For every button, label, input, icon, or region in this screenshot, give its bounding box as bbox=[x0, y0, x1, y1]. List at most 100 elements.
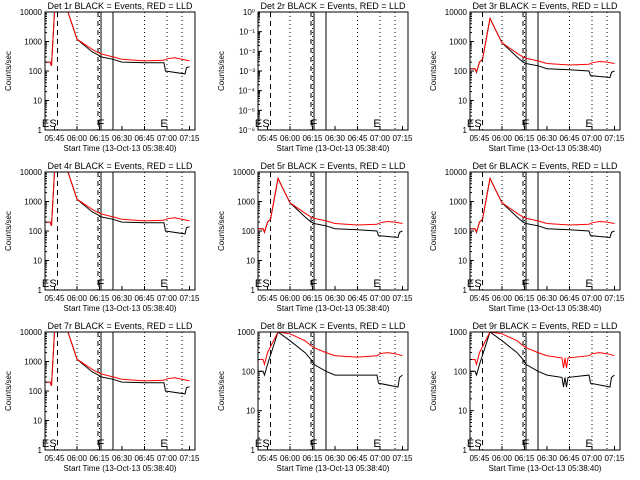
event-marker-s: S bbox=[49, 118, 56, 130]
event-marker-f: F bbox=[523, 118, 530, 130]
x-tick-label: 06:00 bbox=[67, 454, 88, 463]
y-tick-label: 100 bbox=[454, 367, 468, 376]
x-tick-label: 06:00 bbox=[492, 294, 513, 303]
x-tick-label: 06:00 bbox=[280, 134, 301, 143]
x-tick-label: 06:30 bbox=[537, 294, 558, 303]
x-tick-label: 05:45 bbox=[44, 294, 65, 303]
y-tick-label: 100 bbox=[29, 387, 43, 396]
x-tick-label: 06:45 bbox=[134, 134, 155, 143]
event-marker-e: E bbox=[160, 278, 167, 290]
event-marker-f: F bbox=[98, 118, 105, 130]
y-tick-label: 1 bbox=[38, 446, 43, 455]
y-tick-label: 100 bbox=[454, 227, 468, 236]
y-tick-label: 10⁰ bbox=[243, 8, 255, 17]
x-axis-title: Start Time (13-Oct-13 05:38:40) bbox=[64, 144, 177, 153]
y-tick-label: 10 bbox=[33, 417, 42, 426]
panel-title: Det 6r BLACK = Events, RED = LLD bbox=[472, 161, 618, 171]
plot-area bbox=[470, 12, 615, 130]
series-line-lld bbox=[470, 176, 615, 234]
y-tick-label: 1 bbox=[463, 286, 468, 295]
plot-area bbox=[45, 12, 190, 130]
y-axis-title: Counts/sec bbox=[217, 211, 226, 251]
y-tick-label: 10⁻⁵ bbox=[239, 106, 255, 115]
y-tick-label: 10 bbox=[458, 257, 467, 266]
x-tick-label: 06:15 bbox=[514, 454, 535, 463]
y-tick-label: 10000 bbox=[20, 328, 43, 337]
panel-title: Det 4r BLACK = Events, RED = LLD bbox=[47, 161, 193, 171]
y-tick-label: 1000 bbox=[24, 358, 42, 367]
x-tick-label: 07:00 bbox=[370, 134, 391, 143]
event-marker-f: F bbox=[98, 438, 105, 450]
x-axis-title: Start Time (13-Oct-13 05:38:40) bbox=[489, 464, 602, 473]
y-tick-label: 10000 bbox=[233, 168, 256, 177]
axes-frame bbox=[469, 11, 621, 131]
event-marker-s: S bbox=[262, 118, 269, 130]
y-axis-title: Counts/sec bbox=[217, 371, 226, 411]
x-tick-label: 05:45 bbox=[469, 454, 490, 463]
x-tick-label: 05:45 bbox=[257, 454, 278, 463]
x-tick-label: 06:45 bbox=[134, 454, 155, 463]
x-tick-label: 06:45 bbox=[347, 134, 368, 143]
event-marker-f: F bbox=[311, 438, 318, 450]
event-marker-s: S bbox=[262, 438, 269, 450]
y-axis-title: Counts/sec bbox=[429, 51, 438, 91]
event-marker-f: F bbox=[311, 278, 318, 290]
x-tick-label: 06:15 bbox=[302, 454, 323, 463]
event-marker-s: S bbox=[49, 438, 56, 450]
x-tick-label: 07:15 bbox=[392, 454, 413, 463]
y-tick-label: 10 bbox=[246, 407, 255, 416]
x-tick-label: 06:00 bbox=[492, 134, 513, 143]
axes-frame bbox=[469, 331, 621, 451]
x-tick-label: 06:15 bbox=[89, 294, 110, 303]
y-axis-title: Counts/sec bbox=[4, 211, 13, 251]
plot-area bbox=[470, 332, 615, 450]
y-tick-label: 10 bbox=[458, 97, 467, 106]
y-tick-label: 10 bbox=[33, 97, 42, 106]
x-tick-label: 07:15 bbox=[179, 134, 200, 143]
axes-frame bbox=[44, 331, 196, 451]
event-marker-s: S bbox=[49, 278, 56, 290]
x-axis-title: Start Time (13-Oct-13 05:38:40) bbox=[277, 304, 390, 313]
y-tick-label: 1000 bbox=[237, 198, 255, 207]
event-marker-e: E bbox=[160, 118, 167, 130]
x-tick-label: 06:30 bbox=[112, 134, 133, 143]
x-axis-title: Start Time (13-Oct-13 05:38:40) bbox=[64, 464, 177, 473]
series-line-lld bbox=[45, 332, 190, 386]
axes-frame bbox=[257, 11, 409, 131]
x-tick-label: 06:30 bbox=[325, 454, 346, 463]
y-tick-label: 1000 bbox=[449, 38, 467, 47]
x-tick-label: 07:00 bbox=[157, 454, 178, 463]
series-line-events bbox=[258, 176, 403, 239]
x-tick-label: 07:15 bbox=[179, 294, 200, 303]
y-tick-label: 1 bbox=[463, 126, 468, 135]
axes-frame bbox=[44, 171, 196, 291]
x-tick-label: 06:30 bbox=[325, 134, 346, 143]
x-tick-label: 06:15 bbox=[514, 134, 535, 143]
y-tick-label: 10⁻⁶ bbox=[239, 126, 255, 135]
event-marker-f: F bbox=[523, 438, 530, 450]
series-line-lld bbox=[45, 12, 190, 66]
axes-frame bbox=[44, 11, 196, 131]
event-marker-e: E bbox=[373, 278, 380, 290]
plot-area bbox=[270, 12, 396, 130]
x-tick-label: 05:45 bbox=[469, 294, 490, 303]
y-tick-label: 10⁻³ bbox=[239, 67, 255, 76]
axes-frame bbox=[257, 171, 409, 291]
y-tick-label: 1000 bbox=[24, 198, 42, 207]
x-tick-label: 07:15 bbox=[392, 134, 413, 143]
x-tick-label: 06:30 bbox=[112, 454, 133, 463]
y-axis-title: Counts/sec bbox=[217, 51, 226, 91]
series-line-events bbox=[45, 332, 190, 395]
x-tick-label: 07:15 bbox=[604, 294, 625, 303]
panel-title: Det 7r BLACK = Events, RED = LLD bbox=[47, 321, 193, 331]
y-tick-label: 100 bbox=[29, 227, 43, 236]
x-tick-label: 05:45 bbox=[257, 134, 278, 143]
panel-title: Det 2r BLACK = Events, RED = LLD bbox=[260, 1, 406, 11]
y-tick-label: 10000 bbox=[445, 168, 468, 177]
y-axis-title: Counts/sec bbox=[4, 371, 13, 411]
